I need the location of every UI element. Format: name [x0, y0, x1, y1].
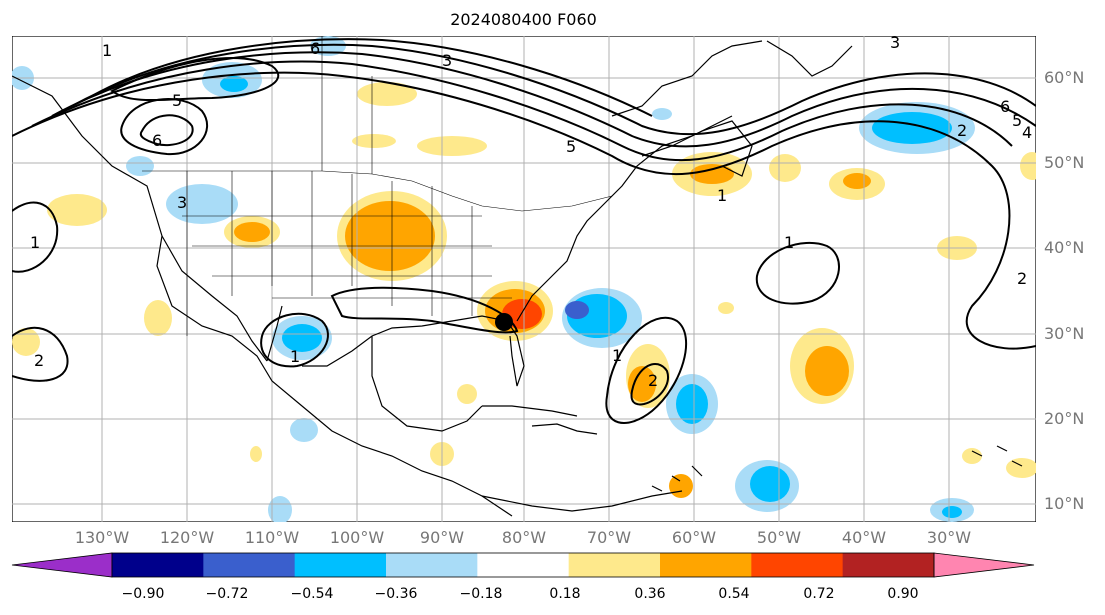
colorbar-segment [294, 553, 387, 577]
colorbar [11, 552, 1035, 578]
contour-label: 1 [290, 347, 300, 366]
contour-label: 5 [1012, 111, 1022, 130]
colorbar-tick: 0.36 [634, 586, 666, 602]
contour-label: 2 [34, 351, 44, 370]
colorbar-extend-low [11, 552, 113, 578]
lon-label: 50°W [756, 528, 802, 547]
contour-label: 6 [1000, 97, 1010, 116]
weather-map: 5 6 3 1 2 1 5 1 2 1 1 2 6 5 4 2 6 3 3 1 [12, 36, 1036, 522]
contour-labels: 5 6 3 1 2 1 5 1 2 1 1 2 6 5 4 2 6 3 3 1 [30, 36, 1032, 390]
coastlines [12, 40, 1023, 517]
contour-label: 3 [177, 193, 187, 212]
colorbar-border [111, 552, 935, 578]
colorbar-segment [568, 553, 661, 577]
contours [12, 38, 1036, 424]
contour-label: 1 [102, 41, 112, 60]
contour-label: 1 [30, 233, 40, 252]
contour-label: 1 [612, 346, 622, 365]
colorbar-tick: 0.54 [718, 586, 750, 602]
contour-label: 3 [442, 51, 452, 70]
lat-label: 20°N [1044, 409, 1085, 428]
colorbar-segment [477, 553, 570, 577]
lon-label: 110°W [244, 528, 300, 547]
contour-label: 2 [648, 371, 658, 390]
lon-label: 70°W [586, 528, 632, 547]
colorbar-segment [751, 553, 844, 577]
colorbar-segment [386, 553, 478, 577]
contour-label: 5 [172, 91, 182, 110]
colorbar-segment [842, 553, 935, 577]
lat-label: 60°N [1044, 68, 1085, 87]
contour-label: 1 [784, 233, 794, 252]
colorbar-tick: −0.36 [374, 586, 418, 602]
colorbar-extend-high [933, 552, 1035, 578]
colorbar-tick: −0.90 [121, 586, 165, 602]
contour-label: 6 [310, 39, 320, 58]
lon-label: 130°W [74, 528, 130, 547]
colorbar-tick: −0.18 [459, 586, 503, 602]
lon-label: 80°W [501, 528, 547, 547]
lon-label: 90°W [419, 528, 465, 547]
political-borders [142, 36, 613, 336]
lon-label: 40°W [841, 528, 887, 547]
colorbar-tick: 0.90 [887, 586, 919, 602]
lon-label: 60°W [671, 528, 717, 547]
colorbar-segment [203, 553, 296, 577]
colorbar-tick: 0.72 [803, 586, 835, 602]
contour-label: 1 [717, 186, 727, 205]
contour-label: 6 [152, 131, 162, 150]
colorbar-tick: −0.54 [290, 586, 334, 602]
contour-label: 3 [890, 36, 900, 52]
contour-label: 2 [957, 121, 967, 140]
lon-label: 120°W [159, 528, 215, 547]
storm-center-marker [495, 313, 513, 331]
lat-label: 40°N [1044, 238, 1085, 257]
lon-label: 100°W [329, 528, 385, 547]
colorbar-segment [112, 553, 204, 577]
lat-label: 30°N [1044, 324, 1085, 343]
colorbar-tick: −0.72 [205, 586, 249, 602]
map-title: 2024080400 F060 [450, 10, 597, 29]
lon-label: 30°W [926, 528, 972, 547]
lat-label: 10°N [1044, 494, 1085, 513]
contour-label: 2 [1017, 269, 1027, 288]
colorbar-tick: 0.18 [549, 586, 581, 602]
contour-label: 5 [566, 137, 576, 156]
colorbar-segment [660, 553, 752, 577]
lat-label: 50°N [1044, 153, 1085, 172]
contour-label: 4 [1022, 123, 1032, 142]
